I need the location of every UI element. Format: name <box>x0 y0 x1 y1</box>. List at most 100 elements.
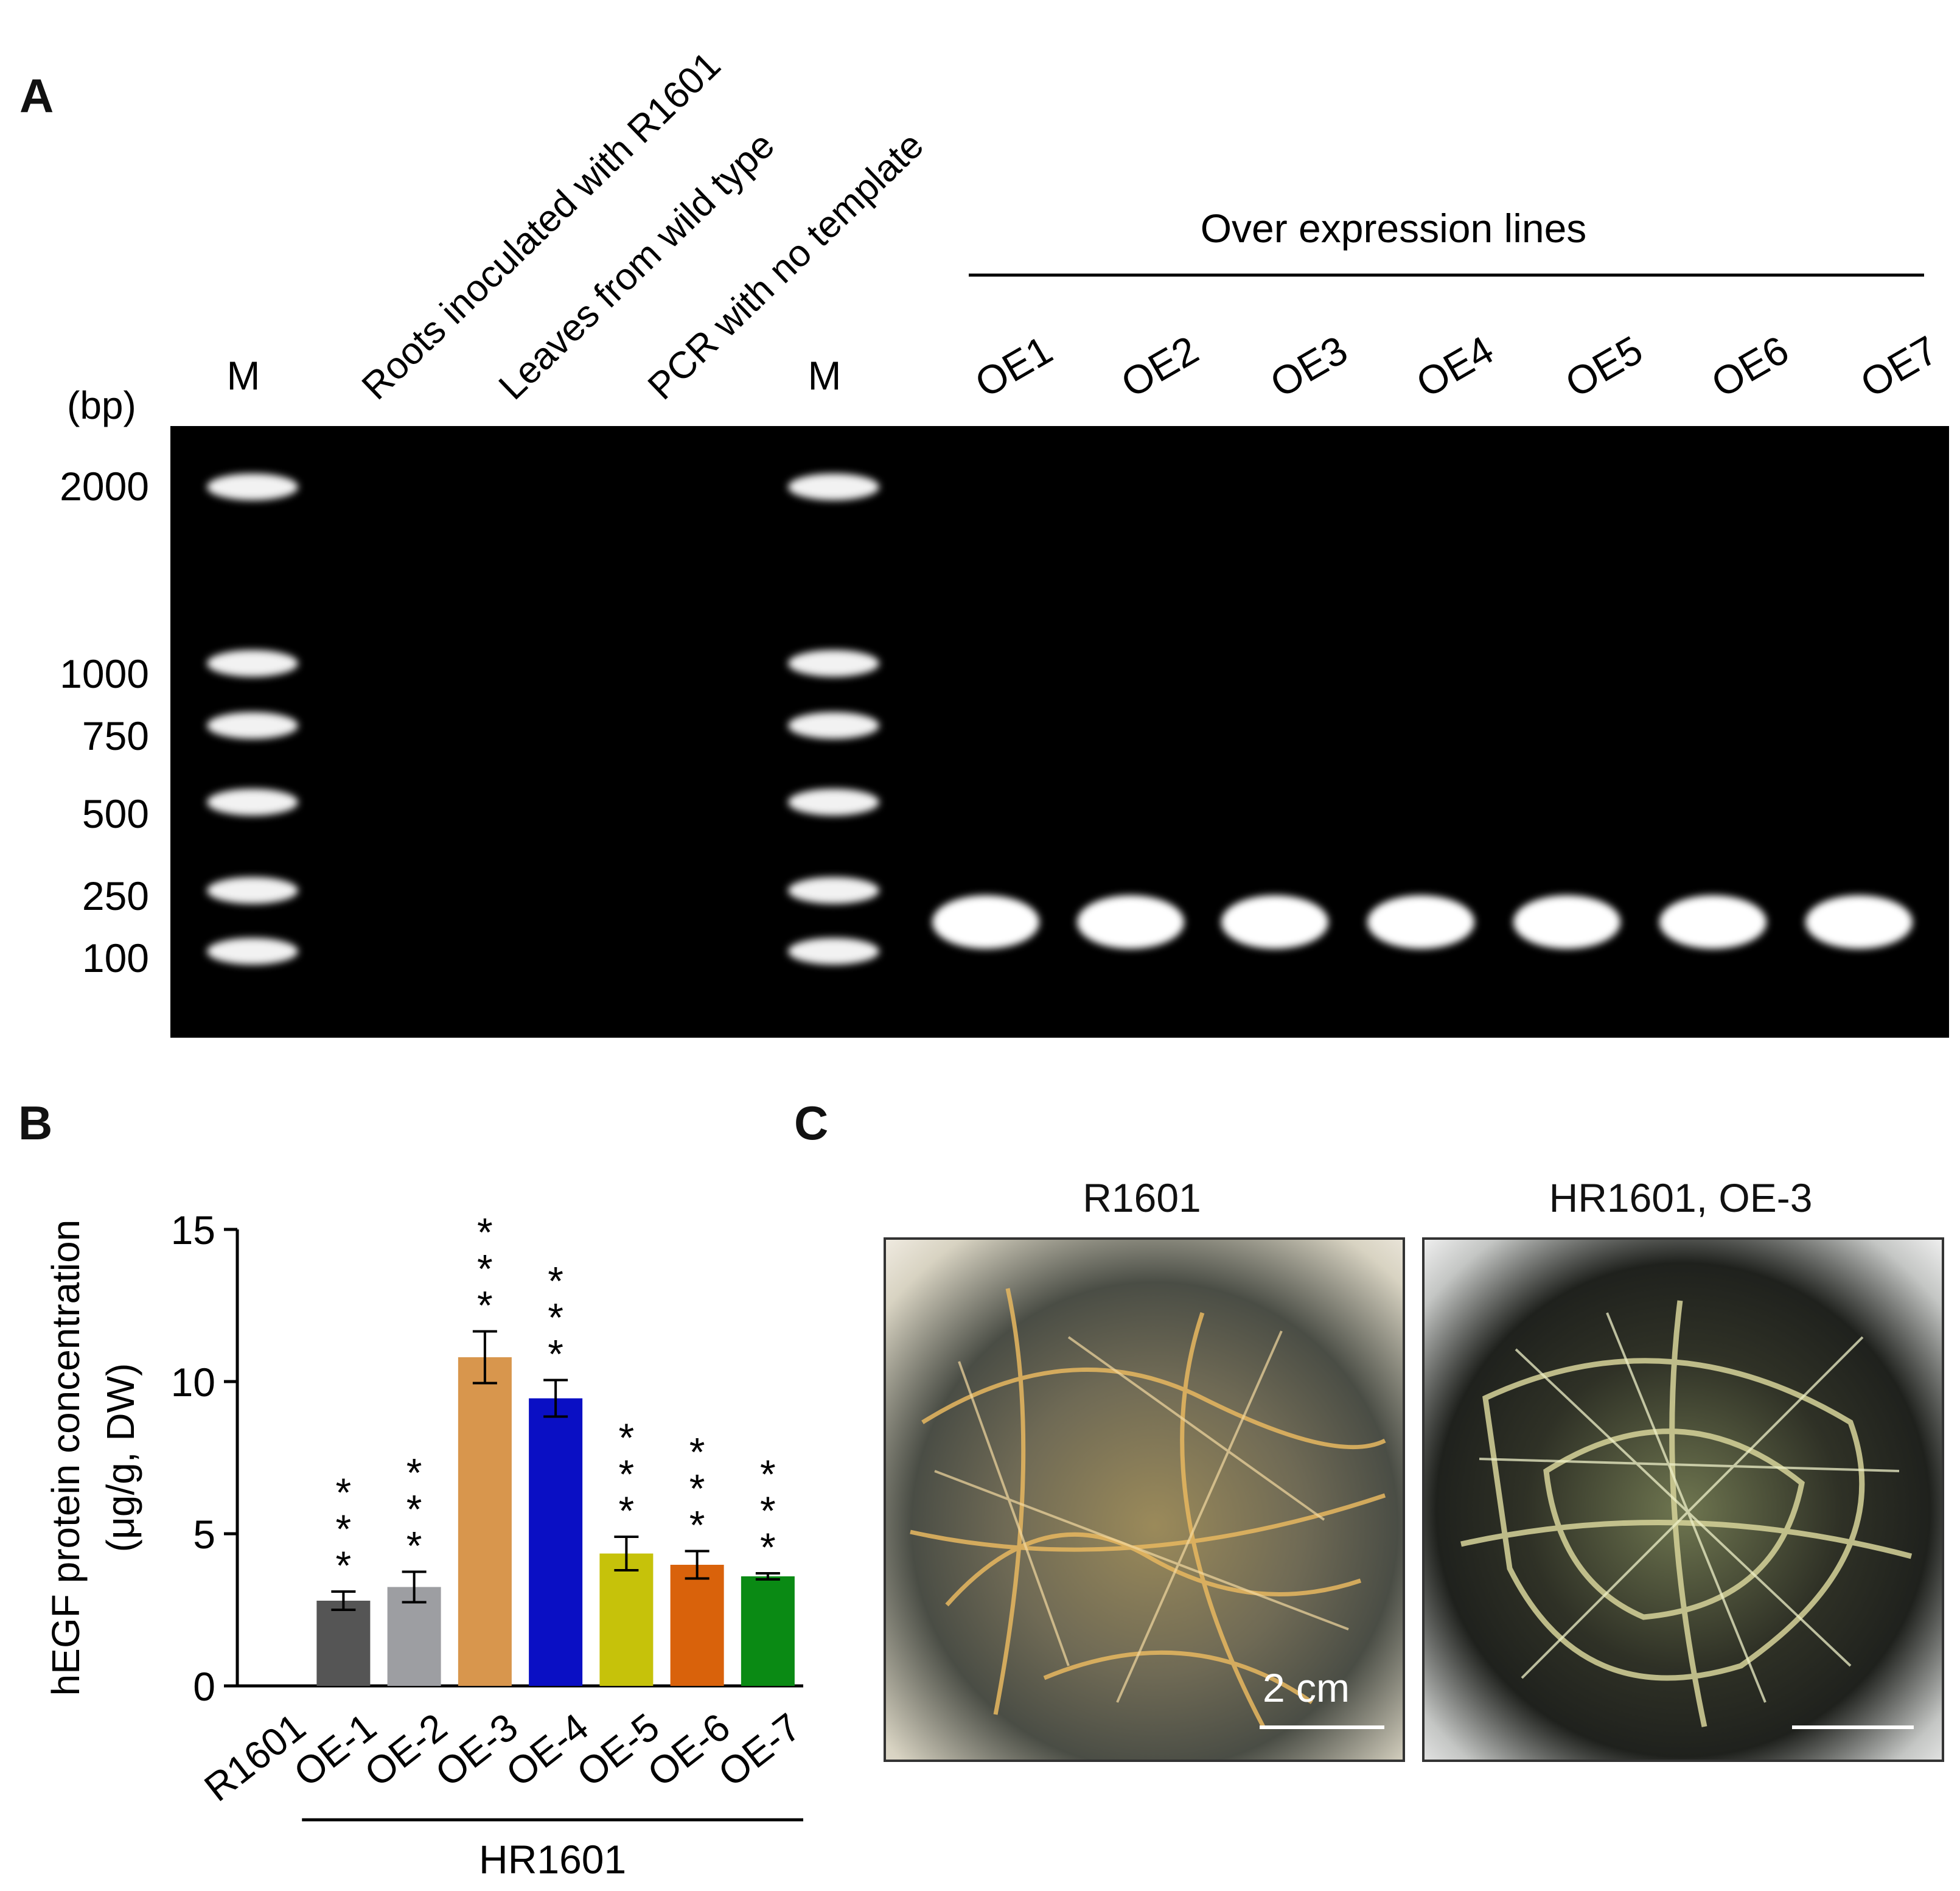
oe-band-6 <box>1659 895 1766 949</box>
significance-star-oe-1-2: * <box>336 1506 352 1551</box>
significance-star-oe-1-1: * <box>336 1470 352 1515</box>
ladder-label-250: 250 <box>82 873 149 918</box>
significance-star-oe-1-3: * <box>336 1543 352 1588</box>
error-bar-oe-5 <box>614 1536 639 1571</box>
marker-label-1: M <box>227 353 260 398</box>
significance-star-oe-3-2: * <box>477 1246 493 1292</box>
error-bar-oe-1 <box>331 1590 356 1611</box>
root-texture-r1601 <box>910 1288 1386 1728</box>
ladder-band-m2-500 <box>788 789 879 816</box>
significance-star-oe-7-1: * <box>760 1452 776 1497</box>
bar-oe-6 <box>670 1565 724 1686</box>
significance-star-oe-4-3: * <box>548 1332 563 1377</box>
panel-letter-a: A <box>19 69 54 122</box>
panel-letter-b: B <box>18 1096 53 1150</box>
bar-oe-1 <box>316 1601 371 1686</box>
ladder-band-m2-100 <box>788 938 879 965</box>
root-photo-hr1601-oe3 <box>1422 1237 1944 1762</box>
error-bar-oe-4 <box>543 1379 568 1418</box>
scale-bar-hr1601-oe3 <box>1792 1725 1914 1729</box>
ladder-band-m1-750 <box>207 712 298 739</box>
significance-star-oe-3-3: * <box>477 1283 493 1328</box>
ladder-label-100: 100 <box>82 935 149 980</box>
significance-star-oe-7-2: * <box>760 1488 776 1533</box>
root-photo-r1601 <box>884 1237 1405 1762</box>
significance-star-oe-7-3: * <box>760 1525 776 1570</box>
error-bar-oe-7 <box>755 1572 780 1581</box>
x-tick-label-oe-7: OE-7 <box>710 1705 809 1795</box>
oe-lane-label-3: OE3 <box>1263 327 1355 406</box>
ladder-band-m1-2000 <box>207 474 298 500</box>
bar-oe-5 <box>599 1553 654 1686</box>
significance-star-oe-4-1: * <box>548 1259 563 1304</box>
significance-star-oe-4-2: * <box>548 1295 563 1340</box>
y-tick-label-5: 5 <box>193 1512 215 1557</box>
significance-star-oe-5-2: * <box>619 1452 635 1497</box>
error-bars <box>331 1330 780 1611</box>
y-tick-label-0: 0 <box>193 1664 215 1709</box>
error-bar-oe-2 <box>402 1570 427 1604</box>
y-tick-label-10: 10 <box>171 1360 215 1405</box>
photo-caption-hr1601-oe3: HR1601, OE-3 <box>1549 1175 1813 1220</box>
error-bar-oe-3 <box>472 1330 497 1385</box>
oe-lane-labels: OE1 OE2 OE3 OE4 OE5 OE6 OE7 <box>968 327 1945 406</box>
oe-lane-label-4: OE4 <box>1409 327 1501 406</box>
significance-star-oe-6-3: * <box>689 1503 705 1548</box>
oe-band-3 <box>1221 895 1328 949</box>
oe-band-4 <box>1367 895 1474 949</box>
bar-oe-3 <box>458 1357 512 1686</box>
significance-star-oe-2-1: * <box>406 1450 422 1495</box>
bars <box>316 1357 795 1686</box>
y-axis-label-line1: hEGF protein concentration <box>44 1220 88 1696</box>
oe-band-1 <box>932 895 1039 949</box>
hr1601-group-label: HR1601 <box>479 1837 626 1882</box>
bar-oe-4 <box>529 1398 583 1686</box>
bp-label: (bp) <box>67 383 136 427</box>
ladder-label-500: 500 <box>82 791 149 836</box>
bar-oe-7 <box>741 1576 795 1686</box>
lane-label-pcr-no-template: PCR with no template <box>640 124 932 408</box>
oe-lane-label-6: OE6 <box>1704 327 1796 406</box>
photo-caption-r1601: R1601 <box>1083 1175 1201 1220</box>
oe-band-2 <box>1077 895 1184 949</box>
root-texture-hr1601-oe3 <box>1460 1300 1913 1727</box>
oe-band-7 <box>1805 895 1913 949</box>
ladder-label-1000: 1000 <box>60 651 149 696</box>
bar-chart: hEGF protein concentration (μg/g, DW) 0 5… <box>44 1208 809 1882</box>
ladder-band-m1-100 <box>207 938 298 965</box>
scale-bar-r1601 <box>1260 1725 1384 1729</box>
oe-lane-label-5: OE5 <box>1558 327 1650 406</box>
ladder-band-m2-2000 <box>788 474 879 500</box>
significance-star-oe-6-2: * <box>689 1466 705 1511</box>
gel-panel: (bp) M M Roots inoculated with R1601 Lea… <box>60 44 1949 1038</box>
marker-label-2: M <box>808 353 842 398</box>
scale-label: 2 cm <box>1263 1665 1350 1710</box>
gel-image <box>170 426 1949 1038</box>
significance-star-oe-6-1: * <box>689 1430 705 1475</box>
ladder-band-m1-250 <box>207 877 298 904</box>
lane-label-leaves-wild-type: Leaves from wild type <box>491 124 783 408</box>
significance-marks: ********************* <box>336 1210 776 1589</box>
oe-lane-label-7: OE7 <box>1853 327 1945 406</box>
ladder-band-m1-1000 <box>207 650 298 677</box>
oe-lane-label-1: OE1 <box>968 327 1059 406</box>
ladder-labels: 2000 1000 750 500 250 100 <box>60 464 149 980</box>
oe-lane-label-2: OE2 <box>1114 327 1205 406</box>
oe-band-5 <box>1513 895 1620 949</box>
ladder-band-m2-750 <box>788 712 879 739</box>
panel-letter-c: C <box>794 1096 829 1150</box>
y-axis-label-line2: (μg/g, DW) <box>99 1363 142 1553</box>
ladder-band-m1-500 <box>207 789 298 816</box>
over-expression-group-label: Over expression lines <box>1201 206 1587 251</box>
ladder-label-750: 750 <box>82 713 149 758</box>
ladder-band-m2-1000 <box>788 650 879 677</box>
significance-star-oe-2-3: * <box>406 1523 422 1568</box>
bar-oe-2 <box>387 1587 441 1686</box>
error-bar-oe-6 <box>685 1550 710 1580</box>
gel-bands <box>207 474 1913 965</box>
significance-star-oe-5-1: * <box>619 1415 635 1460</box>
significance-star-oe-3-1: * <box>477 1210 493 1255</box>
y-tick-label-15: 15 <box>171 1208 215 1253</box>
significance-star-oe-2-2: * <box>406 1487 422 1532</box>
